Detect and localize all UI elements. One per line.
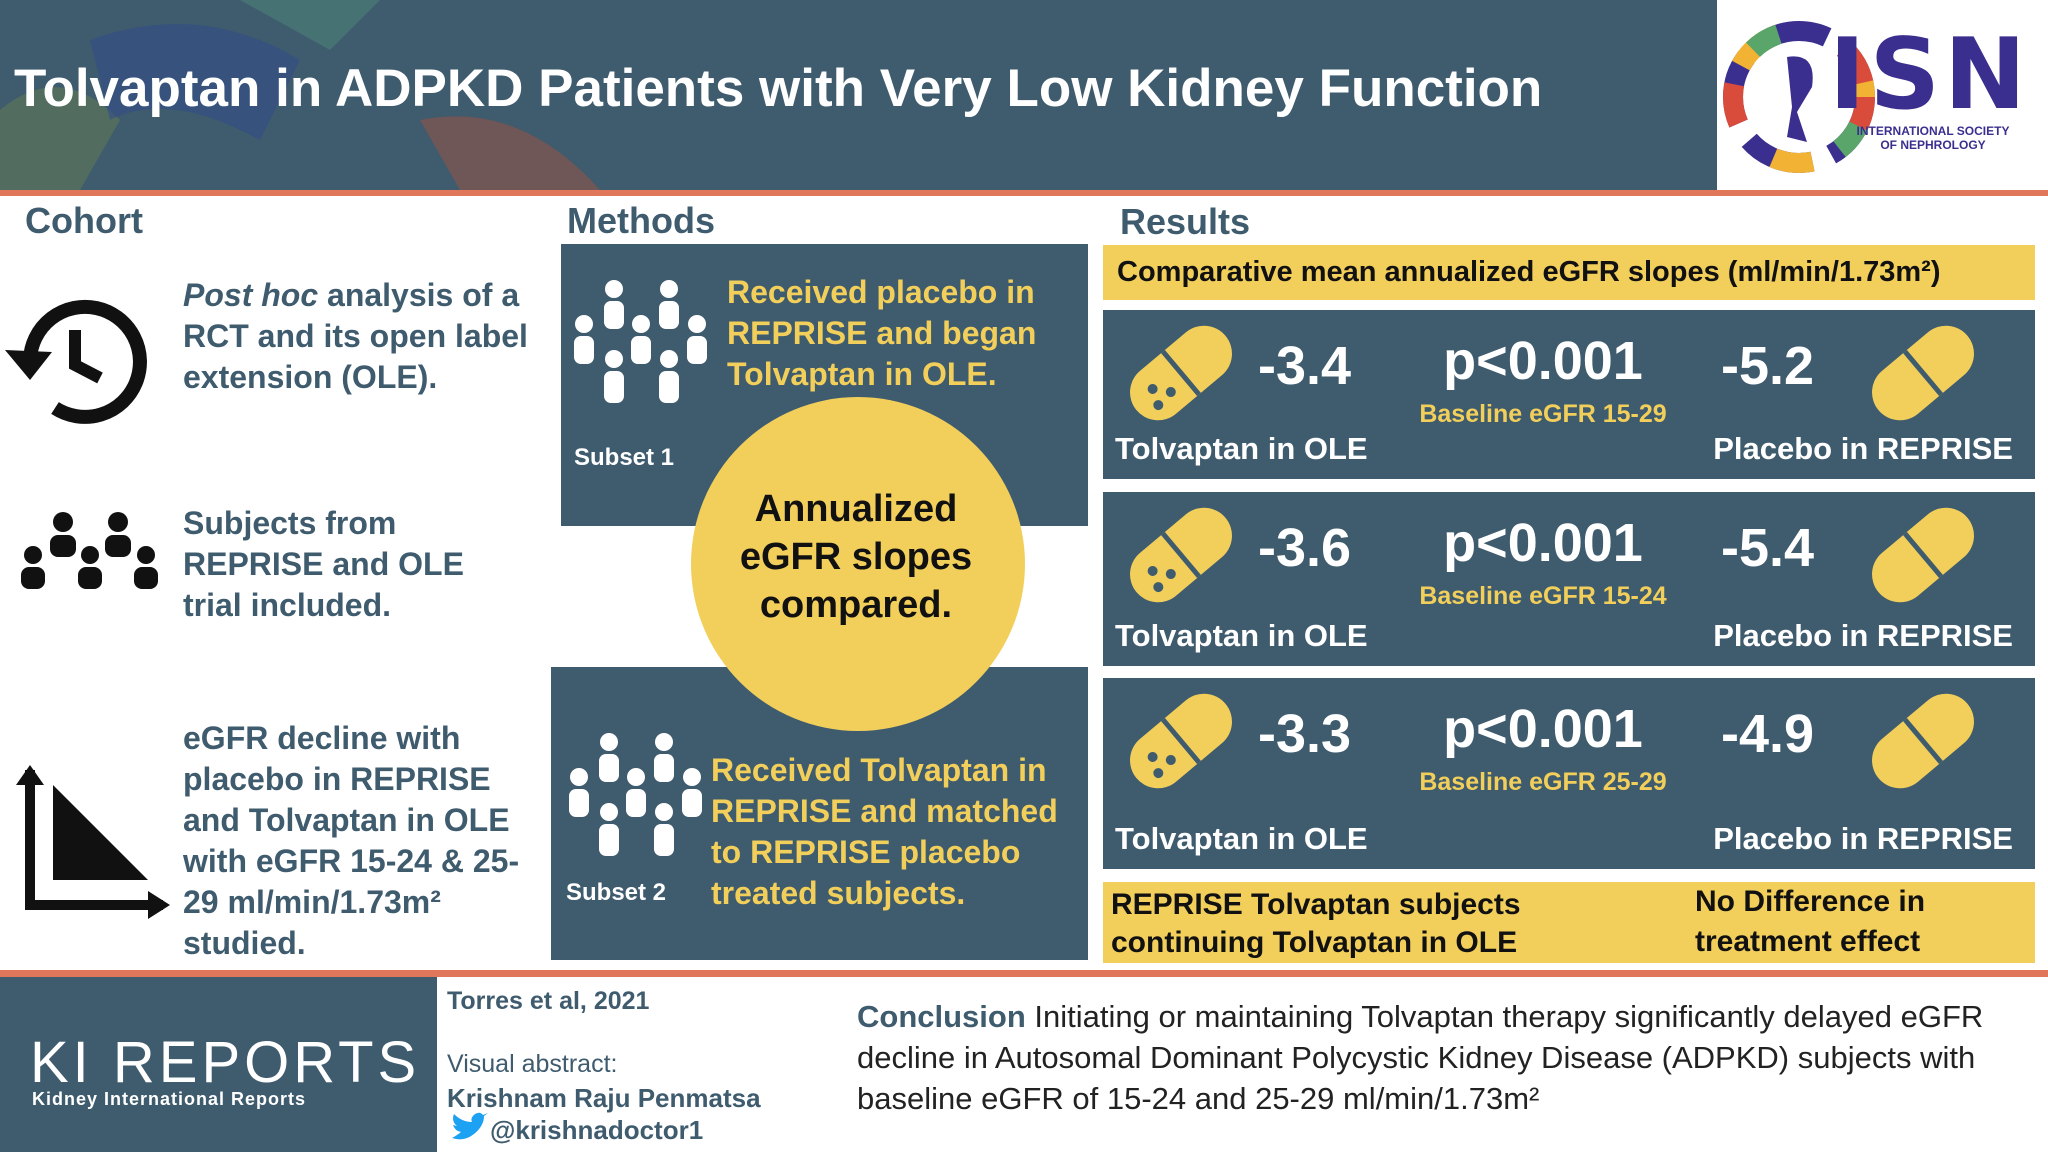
people-icon — [569, 733, 702, 856]
subset-label: Subset 1 — [574, 444, 675, 471]
result-row: -3.4 Tolvaptan in OLE p<0.001 Baseline e… — [1103, 310, 2035, 479]
emphasis: Post hoc — [183, 277, 319, 313]
cohort-item: Subjects from REPRISE and OLE trial incl… — [183, 505, 464, 623]
pill — [1121, 686, 1241, 801]
results-footer: REPRISE Tolvaptan subjects continuing To… — [1103, 882, 2035, 963]
footer-left: REPRISE Tolvaptan subjects continuing To… — [1111, 888, 1521, 959]
conclusion: Conclusion Initiating or maintaining Tol… — [857, 996, 2027, 1119]
conclusion-label: Conclusion — [857, 999, 1026, 1034]
banner-text: Comparative mean annualized eGFR slopes … — [1117, 256, 1941, 288]
author: Krishnam Raju Penmatsa — [447, 1083, 761, 1113]
baseline: Baseline eGFR 25-29 — [1419, 768, 1667, 796]
logo-mark — [1723, 21, 1875, 173]
conclusion-text: Initiating or maintaining Tolvaptan ther… — [857, 999, 1984, 1116]
placebo-value: -4.9 — [1721, 704, 1815, 764]
placebo-value: -5.4 — [1721, 518, 1815, 578]
title: Tolvaptan in ADPKD Patients with Very Lo… — [14, 59, 1543, 118]
pill-icon — [1130, 693, 1232, 789]
header-decor — [0, 0, 600, 190]
tolvaptan-value: -3.4 — [1258, 336, 1352, 396]
placebo-label: Placebo in REPRISE — [1713, 431, 2013, 466]
logo: ISN INTERNATIONAL SOCIETY OF NEPHROLOGY — [1717, 0, 2048, 190]
decline-icon — [16, 765, 170, 919]
circle-text: Annualized eGFR slopes compared. — [739, 488, 973, 626]
handle: @krishnadoctor1 — [490, 1115, 704, 1145]
baseline: Baseline eGFR 15-29 — [1419, 400, 1667, 428]
people-icon — [574, 280, 707, 403]
brand-subtitle: Kidney International Reports — [32, 1089, 307, 1109]
header: Tolvaptan in ADPKD Patients with Very Lo… — [0, 0, 1717, 190]
cohort-item: eGFR decline with placebo in REPRISE and… — [183, 720, 520, 961]
twitter-icon — [452, 1112, 488, 1140]
people-icon — [21, 512, 158, 589]
text: analysis of a RCT and its open label ext… — [183, 277, 528, 395]
divider — [0, 190, 2048, 196]
brand: KI REPORTS — [30, 1030, 421, 1095]
divider — [0, 970, 2048, 977]
tolvaptan-label: Tolvaptan in OLE — [1115, 821, 1368, 856]
pill — [1121, 318, 1241, 433]
placebo-value: -5.2 — [1721, 336, 1815, 396]
banner: Comparative mean annualized eGFR slopes … — [1103, 245, 2035, 300]
pill — [1121, 500, 1241, 615]
baseline: Baseline eGFR 15-24 — [1419, 582, 1667, 610]
cohort-heading: Cohort — [25, 200, 143, 241]
subset-text: Received Tolvaptan in REPRISE and matche… — [711, 752, 1058, 911]
history-icon — [5, 299, 147, 424]
pill-icon — [1130, 325, 1232, 421]
p-value: p<0.001 — [1443, 513, 1643, 573]
citation: Torres et al, 2021 — [447, 987, 650, 1015]
p-value: p<0.001 — [1443, 331, 1643, 391]
tolvaptan-label: Tolvaptan in OLE — [1115, 618, 1368, 653]
circle: Annualized eGFR slopes compared. — [691, 397, 1025, 731]
pill-icon — [1872, 693, 1974, 789]
credit-label: Visual abstract: — [447, 1050, 618, 1078]
pill-icon — [1872, 325, 1974, 421]
pill — [1863, 686, 1983, 801]
pill — [1863, 318, 1983, 433]
logo-name: ISN — [1829, 18, 2031, 132]
subset2-box: Subset 2 Received Tolvaptan in REPRISE a… — [551, 667, 1088, 960]
logo-subtitle-line: INTERNATIONAL SOCIETY — [1856, 124, 2010, 138]
p-value: p<0.001 — [1443, 699, 1643, 759]
pill-icon — [1872, 507, 1974, 603]
footer-right: No Difference in treatment effect — [1695, 885, 1926, 958]
subset-text: Received placebo in REPRISE and began To… — [727, 274, 1037, 392]
tolvaptan-value: -3.3 — [1258, 704, 1352, 764]
placebo-label: Placebo in REPRISE — [1713, 821, 2013, 856]
brand-block: KI REPORTS Kidney International Reports — [0, 977, 437, 1152]
logo-subtitle-line: OF NEPHROLOGY — [1880, 138, 1986, 152]
logo-subtitle: INTERNATIONAL SOCIETY OF NEPHROLOGY — [1829, 124, 2037, 152]
placebo-label: Placebo in REPRISE — [1713, 618, 2013, 653]
tolvaptan-value: -3.6 — [1258, 518, 1352, 578]
results-heading: Results — [1120, 201, 1251, 242]
subset-label: Subset 2 — [566, 879, 667, 906]
result-row: -3.6 Tolvaptan in OLE p<0.001 Baseline e… — [1103, 492, 2035, 666]
methods-heading: Methods — [567, 200, 715, 241]
pill — [1863, 500, 1983, 615]
pill-icon — [1130, 507, 1232, 603]
cohort-item: Post hoc analysis of a RCT and its open … — [183, 275, 528, 398]
result-row: -3.3 Tolvaptan in OLE p<0.001 Baseline e… — [1103, 678, 2035, 869]
tolvaptan-label: Tolvaptan in OLE — [1115, 431, 1368, 466]
